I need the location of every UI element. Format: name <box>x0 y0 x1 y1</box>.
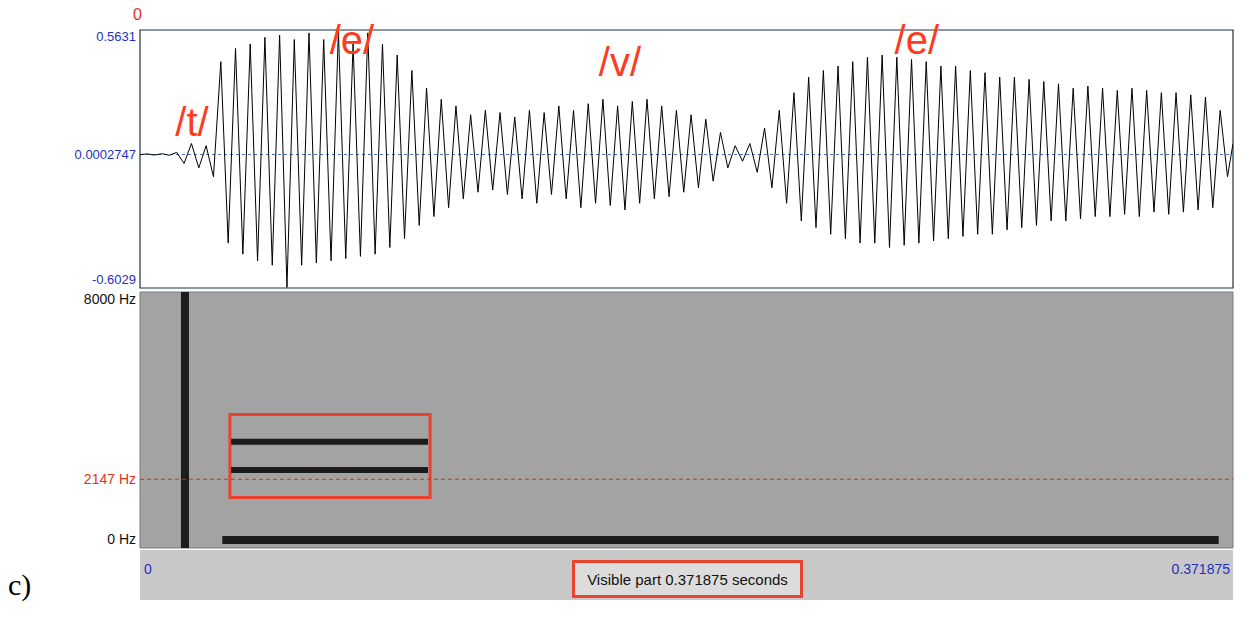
svg-text:0.0002747: 0.0002747 <box>75 147 136 162</box>
html-text:c): c) <box>8 568 32 601</box>
svg-text:/v/: /v/ <box>599 40 642 84</box>
svg-text:/e/: /e/ <box>895 18 940 62</box>
svg-text:0 Hz: 0 Hz <box>107 531 136 547</box>
svg-text:2147 Hz: 2147 Hz <box>84 471 136 487</box>
svg-text:/t/: /t/ <box>175 100 209 144</box>
html-text:Visible part 0.371875 seconds: Visible part 0.371875 seconds <box>587 570 788 588</box>
svg-text:0: 0 <box>144 561 152 577</box>
svg-text:/e/: /e/ <box>330 18 375 62</box>
svg-text:0.371875: 0.371875 <box>1172 561 1231 577</box>
svg-text:-0.6029: -0.6029 <box>92 272 136 287</box>
svg-text:0.5631: 0.5631 <box>96 29 136 44</box>
svg-text:8000 Hz: 8000 Hz <box>84 291 136 307</box>
html-text:0: 0 <box>133 6 142 23</box>
